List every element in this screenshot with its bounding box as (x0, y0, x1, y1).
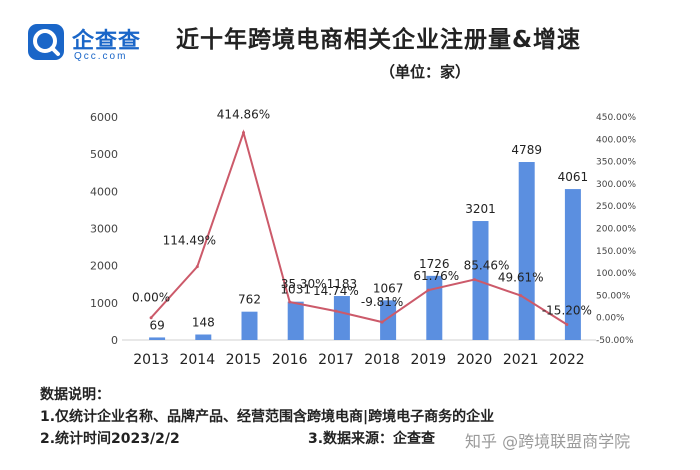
y-right-tick-label: 50.00% (596, 291, 631, 301)
growth-value-label: -15.20% (542, 303, 592, 317)
bar-value-label: 4789 (511, 143, 542, 157)
bar-value-label: 3201 (465, 202, 496, 216)
bar (287, 301, 304, 340)
bar-value-label: 762 (238, 293, 261, 307)
y-right-tick-label: 150.00% (596, 247, 636, 257)
logo-text: 企查查 (72, 29, 142, 54)
y-left-tick-label: 1000 (90, 297, 118, 310)
growth-value-label: 35.30% (281, 277, 327, 291)
y-right-tick-label: 0.00% (596, 314, 625, 324)
note-line-2: 2.统计时间2023/2/2 (40, 431, 180, 447)
x-tick-label: 2013 (133, 352, 169, 368)
y-left-tick-label: 6000 (90, 111, 118, 124)
x-tick-label: 2017 (318, 352, 354, 368)
bar-value-label: 1726 (419, 257, 450, 271)
x-tick-label: 2019 (410, 352, 446, 368)
y-right-tick-label: 200.00% (596, 225, 636, 235)
bar (518, 162, 535, 340)
y-right-tick-label: 350.00% (596, 158, 636, 168)
growth-value-label: -9.81% (361, 295, 403, 309)
bar-value-label: 148 (192, 315, 215, 329)
x-tick-label: 2016 (272, 352, 308, 368)
growth-point (149, 316, 153, 320)
bar-value-label: 69 (149, 318, 164, 332)
y-right-tick-label: 450.00% (596, 113, 636, 123)
logo-subtext: Qcc.com (74, 51, 128, 62)
growth-value-label: 85.46% (464, 259, 510, 273)
growth-point (334, 309, 338, 313)
y-left-tick-label: 0 (111, 334, 118, 347)
growth-point (565, 322, 569, 326)
growth-line (150, 129, 568, 326)
growth-value-label: 14.74% (313, 284, 359, 298)
y-left-tick-label: 5000 (90, 148, 118, 161)
watermark: 知乎 @跨境联盟商学院 (465, 432, 631, 451)
growth-point (426, 288, 430, 292)
y-right-tick-label: -50.00% (596, 336, 634, 346)
chart-subtitle: （单位：家） (380, 63, 471, 81)
y-left-tick-label: 3000 (90, 223, 118, 236)
bar (564, 189, 581, 340)
chart-title: 近十年跨境电商相关企业注册量&增速 (176, 27, 582, 53)
header: 企查查 Qcc.com 近十年跨境电商相关企业注册量&增速 （单位：家） (0, 0, 700, 92)
bar-value-label: 1183 (327, 277, 358, 291)
x-tick-label: 2020 (457, 352, 493, 368)
growth-value-label: 114.49% (163, 234, 216, 248)
bar-value-label: 1067 (373, 281, 404, 295)
notes-heading: 数据说明： (40, 387, 110, 403)
combo-chart: 0 1000 2000 3000 4000 5000 6000 -50.00% 0.00% 50.… (90, 108, 636, 368)
bar-value-label: 1031 (280, 283, 311, 297)
y-right-tick-label: 250.00% (596, 202, 636, 212)
x-tick-label: 2022 (549, 352, 585, 368)
y-left-tick-label: 4000 (90, 185, 118, 198)
x-tick-label: 2014 (179, 352, 215, 368)
y-right-tick-label: 100.00% (596, 269, 636, 279)
bar (472, 221, 489, 340)
y-right-tick-label: 400.00% (596, 135, 636, 145)
growth-point (195, 265, 199, 269)
growth-value-label: 49.61% (498, 271, 544, 285)
note-line-3: 3.数据来源：企查查 (308, 431, 436, 447)
bar (241, 311, 258, 340)
growth-point (242, 131, 245, 135)
y-right-tick-label: 300.00% (596, 180, 636, 190)
qcc-logo: 企查查 Qcc.com (28, 18, 168, 66)
x-tick-label: 2015 (226, 352, 262, 368)
growth-point (519, 294, 523, 298)
growth-value-label: 414.86% (217, 108, 270, 122)
growth-point (288, 300, 292, 304)
note-line-1: 1.仅统计企业名称、品牌产品、经营范围含跨境电商|跨境电子商务的企业 (40, 409, 495, 425)
bar (195, 334, 212, 340)
x-tick-label: 2021 (503, 352, 539, 368)
y-left-tick-label: 2000 (90, 260, 118, 273)
growth-point (473, 278, 476, 282)
bar (333, 296, 350, 340)
bar (380, 300, 397, 340)
qcc-logo-icon (28, 24, 64, 60)
growth-value-label: 0.00% (132, 291, 170, 305)
x-tick-label: 2018 (364, 352, 400, 368)
growth-point (380, 320, 384, 324)
bar (149, 337, 166, 340)
bar (426, 275, 443, 340)
data-notes: 数据说明： 1.仅统计企业名称、品牌产品、经营范围含跨境电商|跨境电子商务的企业… (40, 384, 680, 450)
bar-value-label: 4061 (558, 170, 589, 184)
growth-value-label: 61.76% (413, 269, 459, 283)
